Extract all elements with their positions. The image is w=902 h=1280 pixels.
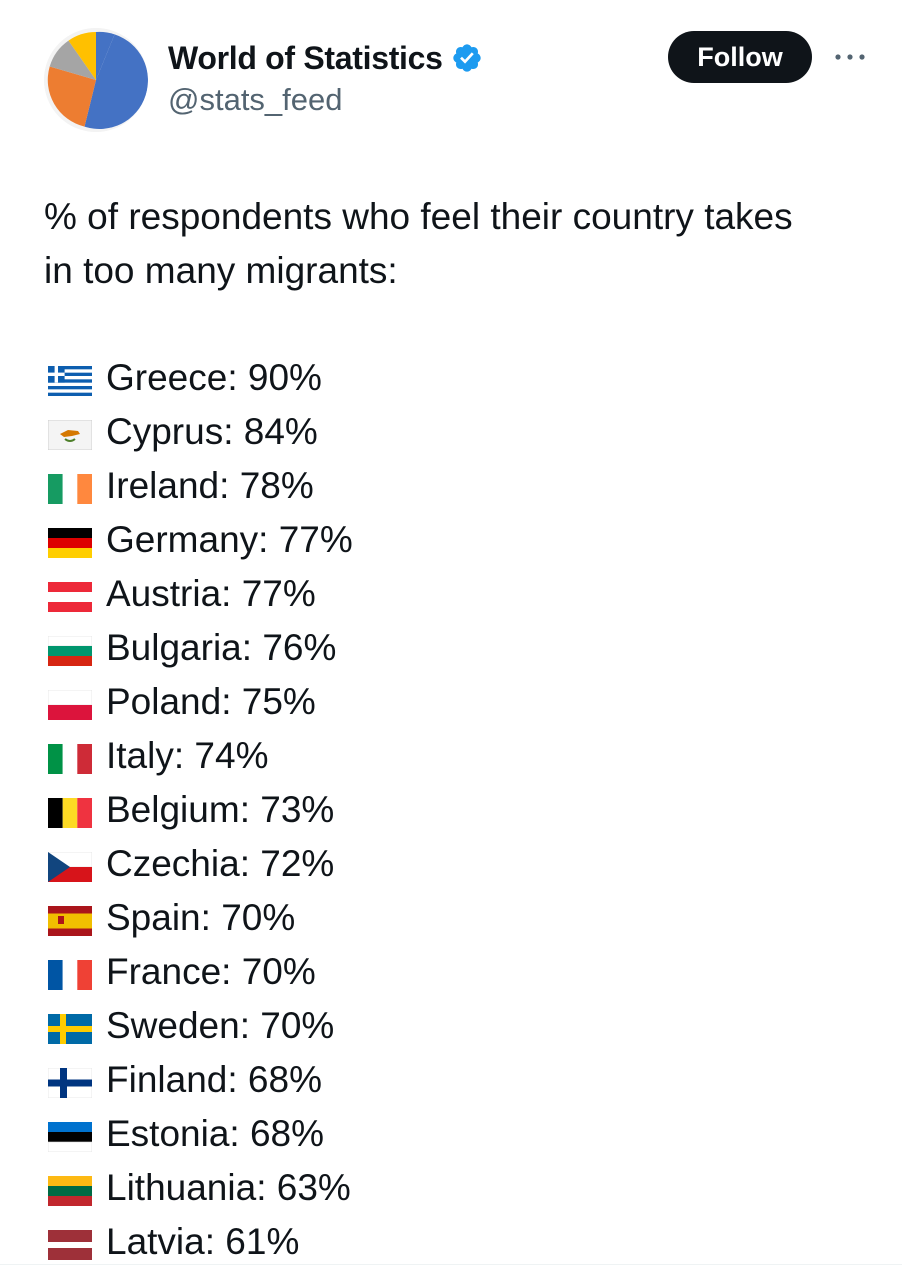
list-item: Ireland: 78%	[0, 459, 902, 513]
list-item: Austria: 77%	[0, 567, 902, 621]
czechia-flag-icon	[48, 852, 92, 882]
country-value: 76%	[262, 627, 337, 668]
list-item: Bulgaria: 76%	[0, 621, 902, 675]
spain-flag-icon	[48, 906, 92, 936]
list-item: Belgium: 73%	[0, 783, 902, 837]
country-name: Italy	[106, 735, 174, 776]
verified-badge-icon	[452, 44, 481, 72]
ireland-flag-icon	[48, 474, 92, 504]
country-name: Greece	[106, 357, 228, 398]
avatar[interactable]	[44, 28, 148, 132]
list-item: Czechia: 72%	[0, 837, 902, 891]
germany-flag-icon	[48, 528, 92, 558]
more-options-button[interactable]	[830, 42, 870, 72]
list-item: Finland: 68%	[0, 1053, 902, 1107]
display-name[interactable]: World of Statistics	[168, 39, 443, 76]
belgium-flag-icon	[48, 798, 92, 828]
post-intro-line-2: in too many migrants:	[44, 250, 398, 291]
country-name: Poland	[106, 681, 222, 722]
country-name: Finland	[106, 1059, 228, 1100]
list-item: Spain: 70%	[0, 891, 902, 945]
sweden-flag-icon	[48, 1014, 92, 1044]
country-value: 75%	[241, 681, 316, 722]
pie-chart-icon	[44, 28, 148, 132]
country-name: Lithuania	[106, 1167, 257, 1208]
country-name: Cyprus	[106, 411, 224, 452]
country-name: Spain	[106, 897, 201, 938]
country-value: 68%	[249, 1113, 325, 1154]
list-item: Germany: 77%	[0, 513, 902, 567]
country-name: Germany	[106, 519, 259, 560]
greece-flag-icon	[48, 366, 92, 396]
country-value: 74%	[194, 735, 269, 776]
estonia-flag-icon	[48, 1122, 92, 1152]
country-value: 77%	[278, 519, 353, 560]
country-name: Sweden	[106, 1005, 240, 1046]
latvia-flag-icon	[48, 1230, 92, 1260]
austria-flag-icon	[48, 582, 92, 612]
author-name-row[interactable]: World of Statistics	[168, 38, 483, 78]
list-item: Greece: 90%	[0, 351, 902, 405]
list-item: Poland: 75%	[0, 675, 902, 729]
country-value: 77%	[241, 573, 316, 614]
more-options-icon	[835, 54, 865, 60]
country-value: 63%	[276, 1167, 351, 1208]
country-value: 61%	[225, 1221, 300, 1262]
country-name: Latvia	[106, 1221, 205, 1262]
list-item: France: 70%	[0, 945, 902, 999]
country-value: 70%	[221, 897, 296, 938]
country-value: 90%	[247, 357, 322, 398]
country-value: 70%	[241, 951, 316, 992]
country-value: 70%	[260, 1005, 335, 1046]
country-name: Belgium	[106, 789, 240, 830]
cyprus-flag-icon	[48, 420, 92, 450]
finland-flag-icon	[48, 1068, 92, 1098]
country-name: France	[106, 951, 222, 992]
country-name: Ireland	[106, 465, 220, 506]
france-flag-icon	[48, 960, 92, 990]
list-item: Italy: 74%	[0, 729, 902, 783]
divider	[0, 1264, 902, 1265]
country-value: 84%	[243, 411, 318, 452]
country-value: 73%	[260, 789, 335, 830]
country-value: 68%	[247, 1059, 322, 1100]
country-name: Czechia	[106, 843, 240, 884]
handle[interactable]: @stats_feed	[168, 82, 343, 117]
list-item: Estonia: 68%	[0, 1107, 902, 1161]
italy-flag-icon	[48, 744, 92, 774]
list-item: Cyprus: 84%	[0, 405, 902, 459]
post-text: % of respondents who feel their country …	[44, 190, 874, 298]
country-value: 72%	[260, 843, 335, 884]
country-value: 78%	[239, 465, 314, 506]
poland-flag-icon	[48, 690, 92, 720]
post-intro-line-1: % of respondents who feel their country …	[44, 196, 793, 237]
country-name: Bulgaria	[106, 627, 242, 668]
country-name: Austria	[106, 573, 222, 614]
list-item: Lithuania: 63%	[0, 1161, 902, 1215]
lithuania-flag-icon	[48, 1176, 92, 1206]
follow-button[interactable]: Follow	[668, 31, 812, 83]
bulgaria-flag-icon	[48, 636, 92, 666]
country-list: Greece: 90% Cyprus: 84% Ireland: 78%	[0, 351, 902, 1269]
country-name: Estonia	[106, 1113, 230, 1154]
list-item: Sweden: 70%	[0, 999, 902, 1053]
list-item: Latvia: 61%	[0, 1215, 902, 1269]
